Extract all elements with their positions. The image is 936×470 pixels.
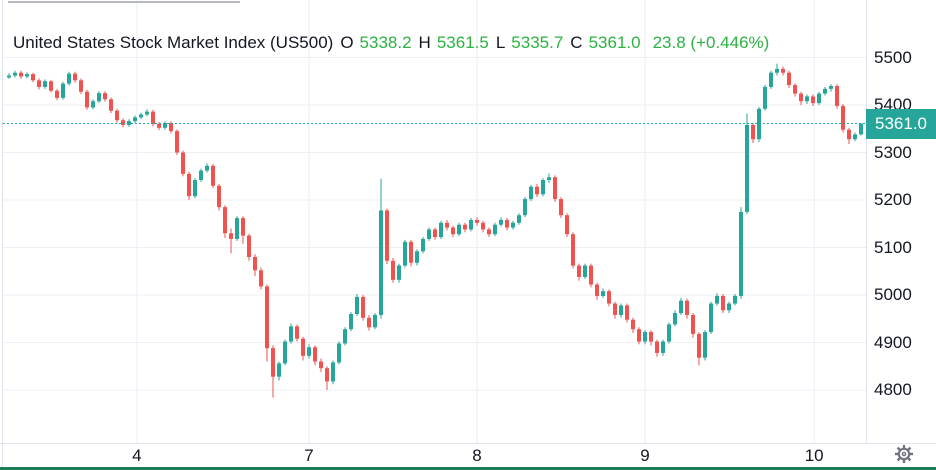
chart-border-top <box>8 1 240 3</box>
symbol-title: United States Stock Market Index (US500) <box>13 33 334 52</box>
current-price-badge: 5361.0 <box>866 108 936 139</box>
chart-legend: United States Stock Market Index (US500)… <box>13 33 769 53</box>
settings-button[interactable] <box>892 443 916 467</box>
time-axis-border <box>0 443 936 444</box>
change-value: 23.8 (+0.446%) <box>652 33 770 52</box>
high-label: H <box>418 33 431 52</box>
time-tick-label: 10 <box>804 446 824 465</box>
time-axis[interactable]: 4 7 8 9 10 <box>0 443 866 470</box>
time-tick-label: 7 <box>304 446 314 465</box>
low-label: L <box>495 33 506 52</box>
current-price-label: 5361.0 <box>875 113 927 133</box>
time-tick-label: 8 <box>472 446 482 465</box>
gear-icon <box>895 445 913 463</box>
high-value: 5361.5 <box>436 33 489 52</box>
time-tick-label: 4 <box>132 446 142 465</box>
chart-border-left <box>2 0 3 468</box>
close-value: 5361.0 <box>588 33 641 52</box>
low-value: 5335.7 <box>511 33 564 52</box>
open-value: 5338.2 <box>359 33 412 52</box>
time-tick-label: 9 <box>640 446 650 465</box>
bottom-accent-bar <box>0 467 936 470</box>
price-axis-border <box>866 0 867 443</box>
close-label: C <box>570 33 583 52</box>
open-label: O <box>340 33 354 52</box>
